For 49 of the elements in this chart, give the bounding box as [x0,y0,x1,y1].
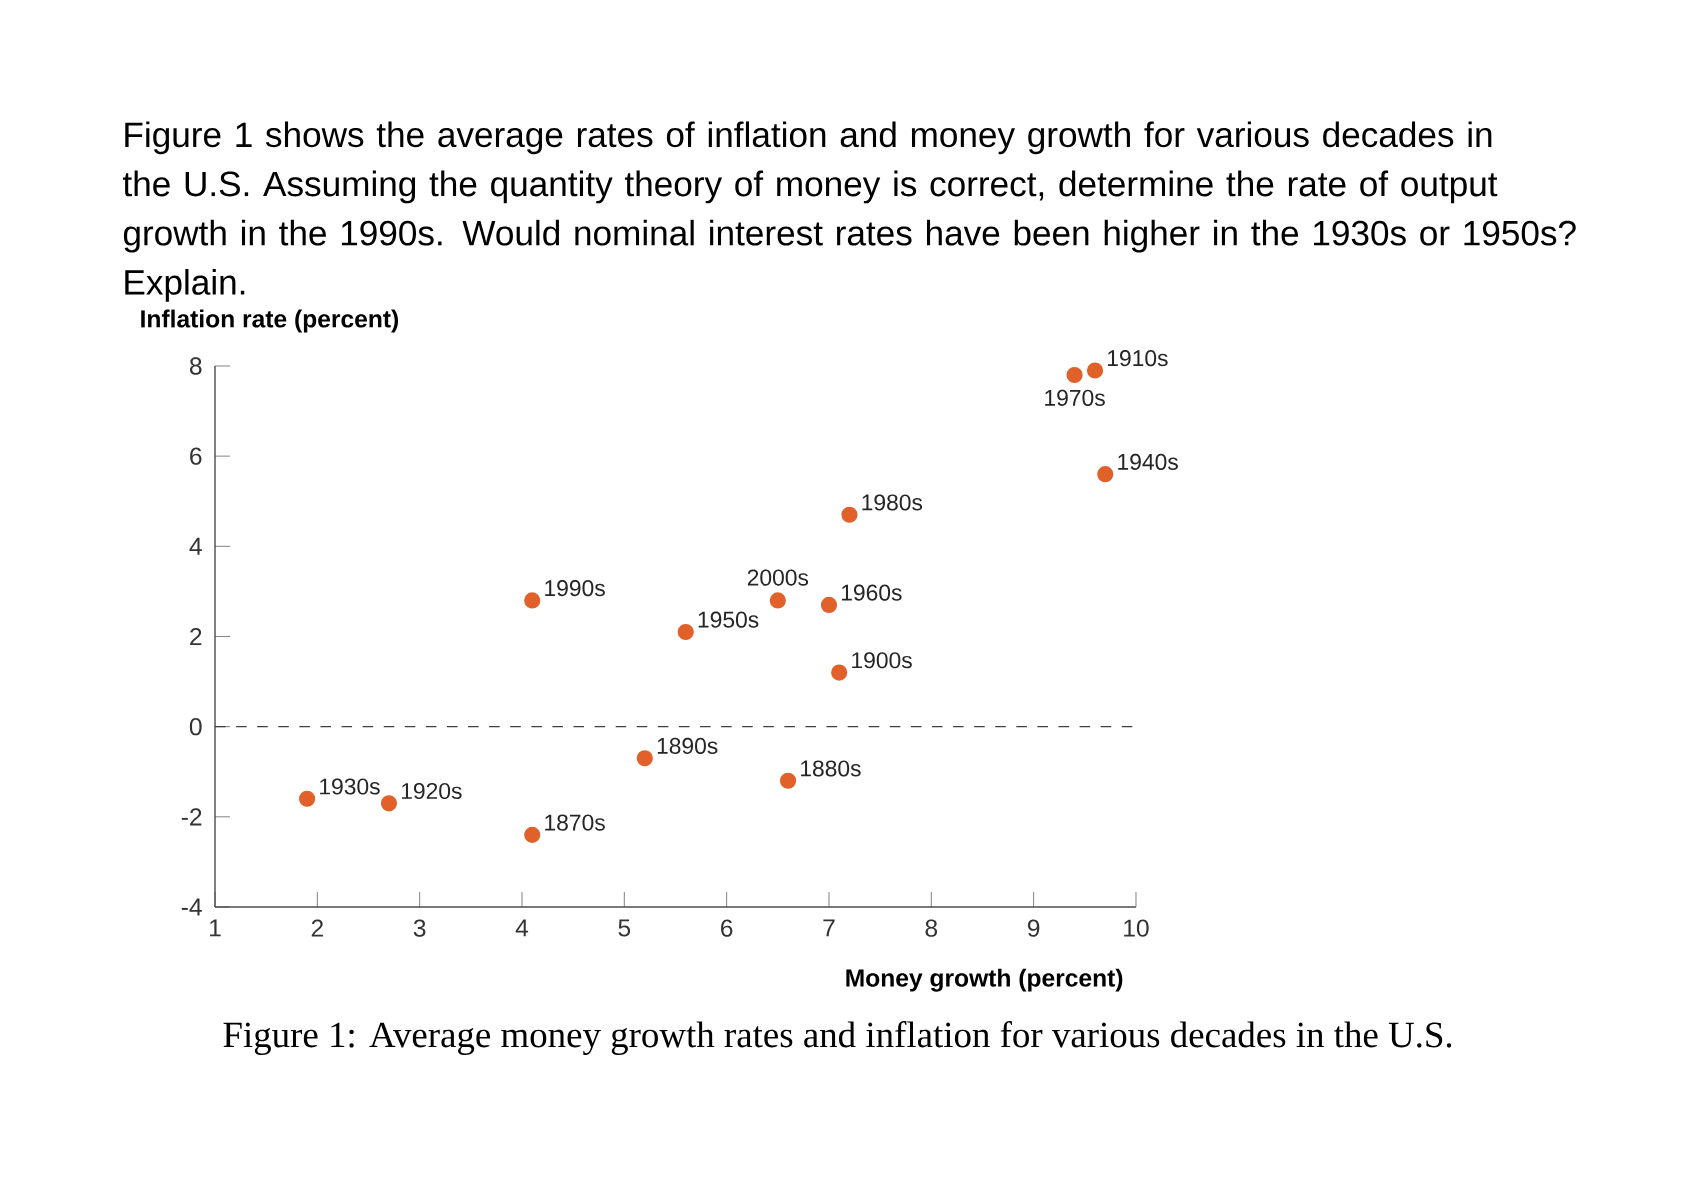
y-tick-label: 6 [190,447,202,465]
x-tick-label: 1 [210,919,221,937]
annotation: 1870s [545,814,605,831]
point [769,592,786,609]
point [831,664,848,681]
chart-title: Figure 1 shows the average rates of inflation and money growth for various decades in the U.S. Assuming the quantity theory of money is correct, determine the rate of output growth in the 1990s. Would nominal interest rates have been higher in the 1930s or 1950s? Explain. [122,121,1576,302]
x-tick-label: 2 [311,919,323,937]
annotation: 1960s [841,584,902,601]
x-tick-label: 10 [1124,919,1149,937]
point [1097,466,1114,483]
annotation: 2000s [747,569,809,586]
annotation: 1910s [1108,350,1168,367]
annotation: 1920s [401,782,462,800]
x-tick-label: 8 [925,919,938,937]
annotation: 1940s [1118,453,1178,470]
y-tick-label: 4 [189,537,202,555]
y-tick-label: 8 [189,357,202,375]
x-tick-label: 9 [1027,919,1040,937]
y-tick-label: 2 [190,627,202,646]
y-tick-label: -2 [181,808,202,826]
annotation: 1900s [852,652,912,669]
x-tick-label: 3 [413,919,426,937]
point [677,623,694,641]
point [779,772,797,789]
point [1086,362,1104,379]
x-tick-label: 6 [721,919,733,937]
point [524,592,541,609]
point [524,826,541,843]
annotation: 1990s [545,580,605,597]
point [380,795,398,812]
annotation: 1930s [320,778,380,795]
annotation: 1970s [1045,389,1105,406]
x-axis-title: Money growth (percent) [846,968,1123,992]
annotation: 1890s [657,737,718,754]
y-tick-label: -4 [181,898,202,916]
x-tick-label: 7 [823,919,835,937]
annotation: 1950s [698,611,759,628]
annotation: 1880s [801,760,861,777]
caption: Figure 1: Average money growth rates and inflation for various decades in the U.S. [223,1021,1452,1055]
point [820,596,838,614]
point [1066,366,1083,384]
point [636,750,653,767]
x-tick-label: 4 [515,919,529,937]
y-axis-title: Inflation rate (percent) [141,309,399,333]
point [841,506,858,523]
annotation: 1980s [862,494,923,511]
point [299,790,316,807]
x-tick-label: 5 [618,919,631,937]
y-tick-label: 0 [189,717,202,736]
